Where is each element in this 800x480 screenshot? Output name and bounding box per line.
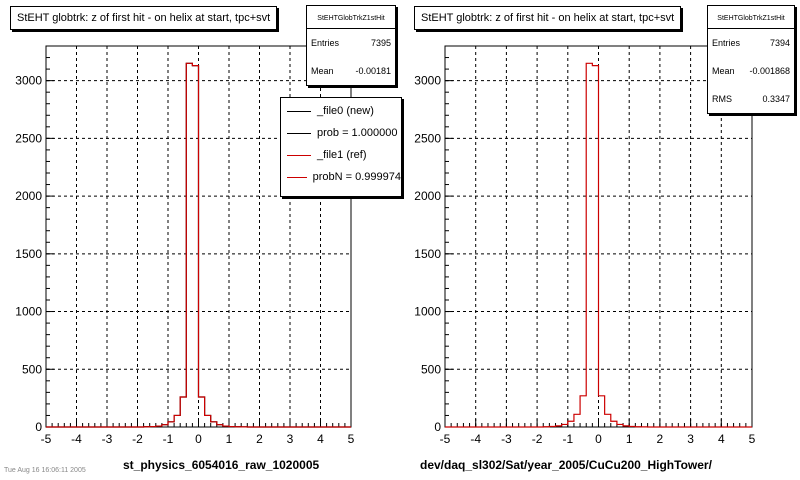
y-tick-label: 500 (22, 362, 42, 376)
legend-entry: prob = 1.000000 (281, 122, 401, 144)
right-histogram-pad: -5 -4 -3 -2 -1 0 1 2 3 4 5 0 500 1000 1500 2000 2500 3000… (400, 0, 800, 480)
histogram-series-line (46, 62, 351, 428)
right-stats-value: 0.3347 (762, 94, 790, 104)
right-stats-row: RMS 0.3347 (708, 85, 794, 113)
y-tick-label: 2500 (414, 131, 441, 145)
x-tick-label: -1 (163, 432, 174, 446)
left-stats-value: 7395 (370, 38, 391, 48)
x-tick-label: 2 (657, 432, 664, 446)
x-tick-label: -4 (470, 432, 481, 446)
x-tick-label: 0 (595, 432, 602, 446)
timestamp-footer: Tue Aug 16 16:06:11 2005 (4, 467, 86, 474)
right-stats-label: Mean (712, 66, 735, 76)
x-tick-label: 4 (718, 432, 725, 446)
legend-line-icon (287, 176, 307, 178)
x-tick-label: 5 (348, 432, 355, 446)
legend-entry: probN = 0.999974 (281, 166, 401, 188)
left-stats-value: -0.00181 (355, 66, 391, 76)
right-stats-label: RMS (712, 94, 732, 104)
x-tick-label: 3 (287, 432, 294, 446)
x-tick-label: 1 (626, 432, 633, 446)
legend-label: probN = 0.999974 (312, 171, 401, 183)
right-stats-box: StEHTGlobTrkZ1stHit Entries 7394 Mean -0.00… (707, 5, 795, 114)
right-stats-name: StEHTGlobTrkZ1stHit (708, 6, 794, 29)
x-tick-label: -3 (501, 432, 512, 446)
left-stats-rows: Entries 7395 Mean -0.00181 (307, 29, 395, 85)
legend-entry: _file1 (ref) (281, 144, 401, 166)
left-stats-box: StEHTGlobTrkZ1stHit Entries 7395 Mean -0.00… (306, 5, 396, 86)
right-stats-value: 7394 (769, 38, 790, 48)
y-tick-label: 1000 (15, 305, 42, 319)
left-stats-row: Mean -0.00181 (307, 57, 395, 85)
legend-label: prob = 1.000000 (317, 127, 398, 139)
y-tick-label: 1500 (15, 247, 42, 261)
right-stats-value: -0.001868 (749, 66, 790, 76)
right-file-label: dev/daq_sl302/Sat/year_2005/CuCu200_High… (420, 458, 712, 472)
right-stats-rows: Entries 7394 Mean -0.001868 RMS 0.3347 (708, 29, 794, 113)
y-tick-label: 1500 (414, 247, 441, 261)
y-tick-label: 2000 (15, 189, 42, 203)
legend-label: _file1 (ref) (317, 149, 367, 161)
left-stats-label: Entries (311, 38, 340, 48)
x-tick-label: 3 (687, 432, 694, 446)
legend-line-icon (287, 132, 311, 134)
legend-label: _file0 (new) (317, 105, 374, 117)
x-tick-label: -5 (440, 432, 451, 446)
right-stats-row: Entries 7394 (708, 29, 794, 57)
x-tick-label: -1 (562, 432, 573, 446)
x-tick-label: -3 (102, 432, 113, 446)
y-tick-label: 3000 (414, 74, 441, 88)
right-histogram-title: StEHT globtrk: z of first hit - on helix… (414, 6, 682, 30)
x-tick-label: -2 (132, 432, 143, 446)
left-legend-rows: _file0 (new) prob = 1.000000 _file1 (ref) p… (281, 98, 401, 188)
right-histogram-plot: -5 -4 -3 -2 -1 0 1 2 3 4 5 0 500 1000 1500 2000 2500 3000 (414, 45, 756, 446)
right-stats-row: Mean -0.001868 (708, 57, 794, 85)
y-tick-label: 500 (421, 362, 441, 376)
x-tick-label: -2 (532, 432, 543, 446)
left-histogram-pad: -5 -4 -3 -2 -1 0 1 2 3 4 5 0 500 1000 1500 2000 2500 3000… (4, 5, 402, 474)
left-stats-name: StEHTGlobTrkZ1stHit (307, 6, 395, 29)
y-tick-label: 0 (35, 420, 42, 434)
x-tick-label: 1 (226, 432, 233, 446)
x-tick-label: 5 (749, 432, 756, 446)
left-legend: _file0 (new) prob = 1.000000 _file1 (ref) p… (280, 97, 402, 197)
histogram-series-line (445, 62, 752, 428)
left-histogram-title: StEHT globtrk: z of first hit - on helix… (10, 6, 278, 30)
legend-entry: _file0 (new) (281, 100, 401, 122)
right-stats-label: Entries (712, 38, 741, 48)
y-tick-label: 2500 (15, 131, 42, 145)
x-tick-label: -5 (41, 432, 52, 446)
y-tick-label: 1000 (414, 305, 441, 319)
left-stats-row: Entries 7395 (307, 29, 395, 57)
y-tick-label: 2000 (414, 189, 441, 203)
legend-line-icon (287, 154, 311, 156)
left-histogram-plot: -5 -4 -3 -2 -1 0 1 2 3 4 5 0 500 1000 1500 2000 2500 3000 (15, 45, 355, 446)
y-tick-label: 0 (434, 420, 441, 434)
x-tick-label: 4 (317, 432, 324, 446)
left-file-label: st_physics_6054016_raw_1020005 (123, 458, 320, 472)
x-tick-label: 2 (256, 432, 263, 446)
legend-line-icon (287, 110, 311, 112)
x-tick-label: -4 (71, 432, 82, 446)
y-tick-label: 3000 (15, 74, 42, 88)
x-tick-label: 0 (195, 432, 202, 446)
left-stats-label: Mean (311, 66, 334, 76)
